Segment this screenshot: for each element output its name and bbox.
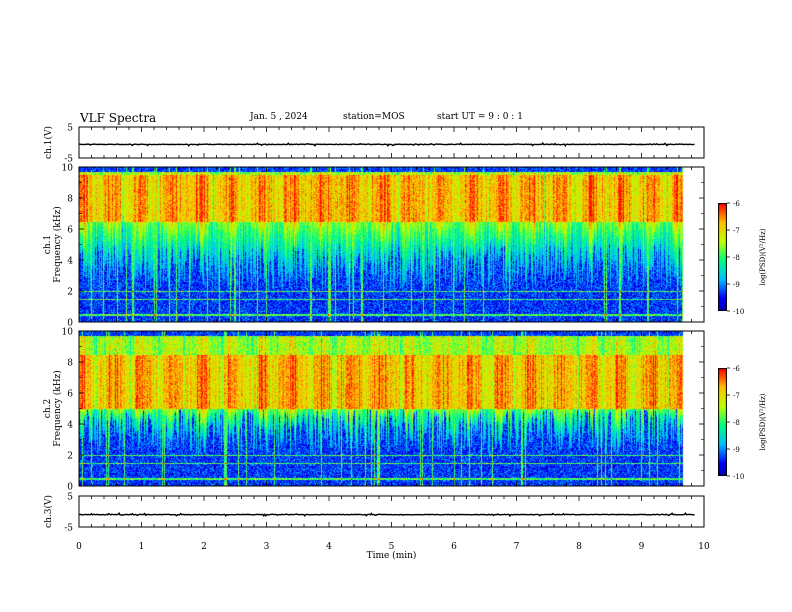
x-tick-label: 10 xyxy=(698,542,710,552)
start-time-label: start UT = 9 : 0 : 1 xyxy=(437,112,523,122)
ch2-spectrogram-frame xyxy=(78,330,705,487)
colorbar-label: log(PSD)(V²/Hz) xyxy=(759,393,767,450)
colorbar-tick-label: -10 xyxy=(733,308,744,316)
y-tick-label: 10 xyxy=(62,164,74,174)
y-axis-label-channel: ch.1 xyxy=(43,235,53,254)
x-tick-label: 4 xyxy=(326,542,332,552)
colorbar-label: log(PSD)(V²/Hz) xyxy=(759,228,767,285)
colorbar-tick-label: -7 xyxy=(733,392,740,400)
y-tick-label: 0 xyxy=(67,319,73,329)
y-tick-label: 4 xyxy=(67,257,73,267)
colorbar-tick-label: -6 xyxy=(733,200,740,208)
ch3-voltage-trace xyxy=(79,511,695,518)
colorbar-tick-label: -8 xyxy=(733,254,740,262)
y-axis-label-frequency: Frequency (kHz) xyxy=(52,370,63,447)
colorbar-tick-label: -6 xyxy=(733,365,740,373)
y-tick-label: 8 xyxy=(67,195,73,205)
x-tick-label: 0 xyxy=(76,542,82,552)
x-tick-label: 7 xyxy=(514,542,520,552)
colorbar-tick-label: -9 xyxy=(733,281,740,289)
x-tick-label: 5 xyxy=(389,542,395,552)
y-tick-label: 0 xyxy=(67,483,73,493)
x-tick-label: 3 xyxy=(264,542,270,552)
x-tick-label: 1 xyxy=(139,542,145,552)
y-axis-label-voltage: ch.1(V) xyxy=(43,126,54,159)
y-tick-label: -5 xyxy=(64,155,73,165)
y-tick-label: 2 xyxy=(67,452,73,462)
x-tick-label: 9 xyxy=(639,542,645,552)
y-tick-label: 8 xyxy=(67,359,73,369)
y-tick-label: -5 xyxy=(64,524,73,534)
y-tick-label: 10 xyxy=(62,328,74,338)
colorbar-tick-label: -10 xyxy=(733,473,744,481)
colorbar-tick-label: -9 xyxy=(733,446,740,454)
x-axis-label: Time (min) xyxy=(367,550,417,561)
ch2-spectrogram-image xyxy=(79,331,692,486)
y-axis-label-channel: ch.2 xyxy=(43,399,53,418)
ch1-spectrogram-frame xyxy=(78,166,705,323)
ch1-colorbar-gradient xyxy=(718,203,727,311)
x-tick-label: 6 xyxy=(451,542,457,552)
y-tick-label: 6 xyxy=(67,226,73,236)
y-tick-label: 5 xyxy=(67,124,73,134)
y-tick-label: 4 xyxy=(67,421,73,431)
x-tick-label: 2 xyxy=(201,542,207,552)
colorbar-tick-label: -8 xyxy=(733,419,740,427)
x-tick-label: 8 xyxy=(576,542,582,552)
date-label: Jan. 5 , 2024 xyxy=(250,112,308,122)
chart-title: VLF Spectra xyxy=(80,111,157,125)
y-tick-label: 2 xyxy=(67,288,73,298)
y-axis-label-frequency: Frequency (kHz) xyxy=(52,206,63,283)
ch1-voltage-trace xyxy=(78,141,695,148)
ch1-spectrogram-image xyxy=(79,167,692,322)
ch2-colorbar-gradient xyxy=(718,368,727,476)
y-axis-label-voltage: ch.3(V) xyxy=(43,495,54,528)
station-label: station=MOS xyxy=(343,112,405,122)
y-tick-label: 5 xyxy=(67,493,73,503)
y-tick-label: 6 xyxy=(67,390,73,400)
colorbar-tick-label: -7 xyxy=(733,227,740,235)
